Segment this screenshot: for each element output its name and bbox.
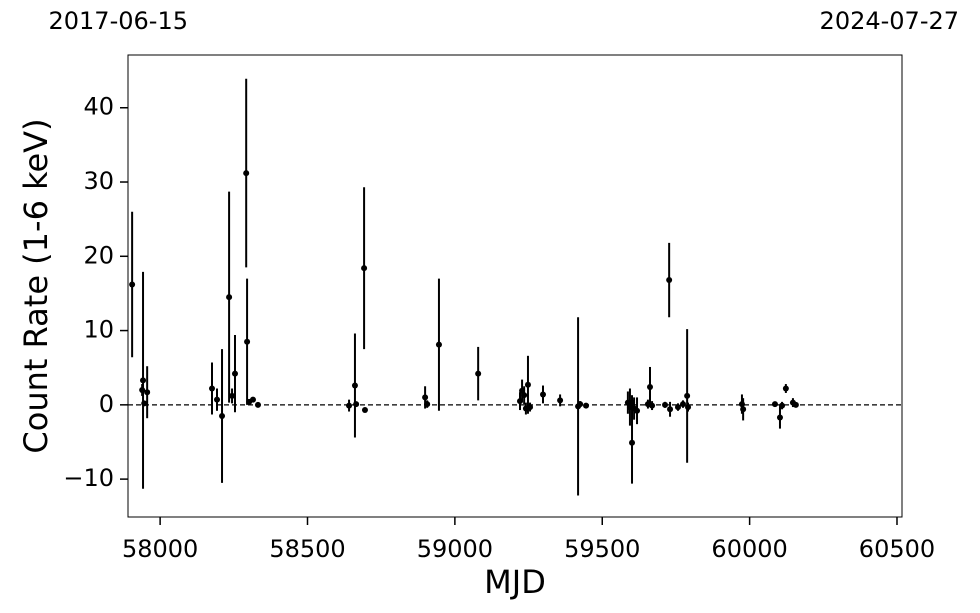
data-point [243,170,250,177]
x-tick-label: 60000 [711,535,787,563]
data-point [680,401,687,408]
data-point [231,370,238,377]
x-tick-label: 59000 [417,535,493,563]
y-tick-label: 40 [83,93,114,121]
data-point [141,400,148,407]
data-point [226,294,233,301]
y-tick-label: 10 [83,316,114,344]
data-point [351,382,358,389]
data-point [740,406,747,413]
data-point [540,391,547,398]
data-point [666,277,673,284]
data-point [219,412,226,419]
data-point [424,401,431,408]
x-tick-label: 59500 [564,535,640,563]
data-point [779,402,786,409]
data-point [229,392,236,399]
data-point [140,377,147,384]
x-tick-label: 58000 [122,535,198,563]
data-point [524,381,531,388]
data-point [634,407,641,414]
data-point [254,401,261,408]
data-point [577,401,584,408]
data-point [209,385,216,392]
data-point [249,396,256,403]
plot-frame [127,54,903,518]
data-point [629,439,636,446]
top-date-label: 2024-07-27 [820,7,959,35]
data-point [649,402,656,409]
data-point [144,389,151,396]
data-point [792,401,799,408]
y-tick-label: 0 [99,390,114,418]
data-point [684,392,691,399]
data-point [435,341,442,348]
data-point [557,397,564,404]
y-tick-label: 30 [83,167,114,195]
top-date-label: 2017-06-15 [49,7,188,35]
data-point [361,265,368,272]
data-point [475,370,482,377]
data-point [776,414,783,421]
x-tick-label: 58500 [269,535,345,563]
data-point [353,401,360,408]
data-point [782,385,789,392]
data-point [583,402,590,409]
data-point [646,384,653,391]
data-point [214,396,221,403]
data-point [685,404,692,411]
data-point [361,407,368,414]
data-point [662,401,669,408]
y-tick-label: 20 [83,241,114,269]
data-point [129,281,136,288]
data-point [771,401,778,408]
data-point [674,404,681,411]
y-axis-label: Count Rate (1-6 keV) [17,118,55,453]
y-tick-label: −10 [63,464,114,492]
data-point [521,392,528,399]
x-tick-label: 60500 [859,535,935,563]
x-axis-label: MJD [484,563,546,601]
data-point [527,404,534,411]
data-point [346,402,353,409]
data-point [422,394,429,401]
data-point [667,406,674,413]
data-point [244,338,251,345]
